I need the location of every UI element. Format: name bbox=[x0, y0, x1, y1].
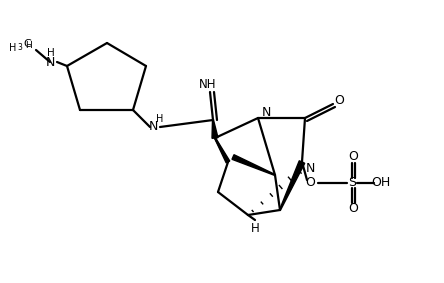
Text: O: O bbox=[334, 93, 344, 106]
Text: C: C bbox=[23, 39, 31, 49]
Text: OH: OH bbox=[371, 177, 391, 190]
Text: NH: NH bbox=[199, 78, 217, 91]
Text: N: N bbox=[45, 55, 55, 68]
Polygon shape bbox=[280, 161, 305, 210]
Text: H: H bbox=[24, 40, 32, 50]
Text: H: H bbox=[156, 114, 164, 124]
Text: H: H bbox=[250, 222, 259, 235]
Text: H: H bbox=[9, 43, 17, 53]
Polygon shape bbox=[232, 155, 275, 175]
Text: N: N bbox=[148, 121, 158, 134]
Text: S: S bbox=[348, 177, 356, 190]
Text: N: N bbox=[305, 162, 315, 175]
Text: N: N bbox=[262, 106, 271, 119]
Polygon shape bbox=[212, 120, 218, 138]
Text: H: H bbox=[47, 48, 55, 58]
Text: O: O bbox=[305, 177, 315, 190]
Text: O: O bbox=[348, 151, 358, 164]
Polygon shape bbox=[214, 138, 230, 163]
Text: 3: 3 bbox=[18, 44, 23, 53]
Text: O: O bbox=[348, 203, 358, 215]
